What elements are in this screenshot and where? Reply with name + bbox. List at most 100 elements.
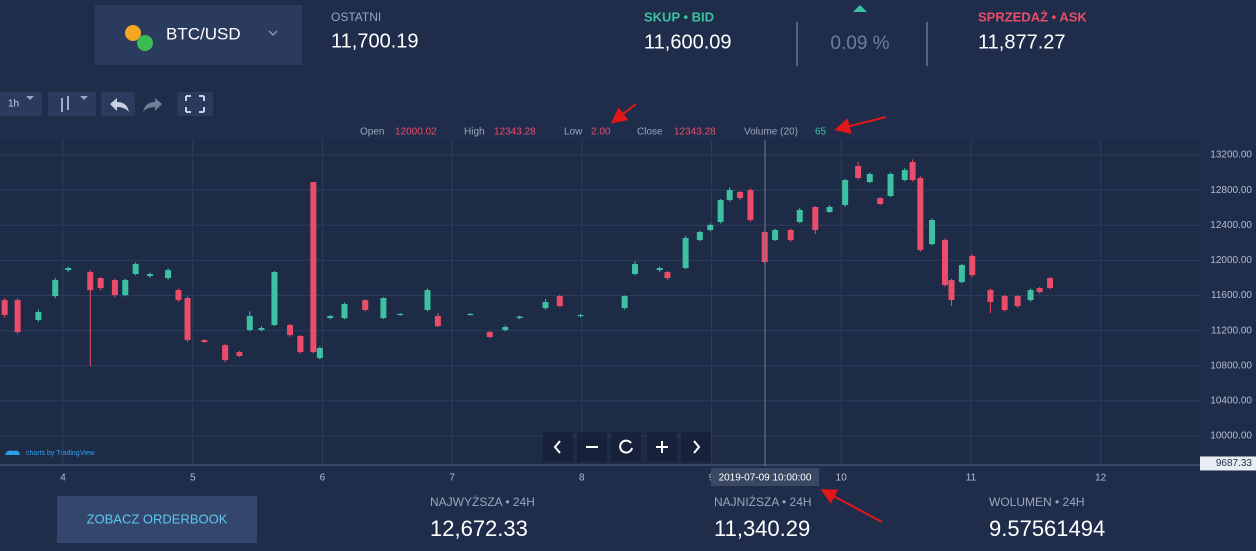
candle-body <box>747 190 754 220</box>
legend-label: High <box>464 127 485 138</box>
candle-body <box>987 290 994 303</box>
stat-value: 11,340.29 <box>714 516 810 541</box>
candle-body <box>287 325 294 336</box>
candle-body <box>812 207 819 231</box>
candle-body <box>486 332 493 338</box>
zoom-in-icon <box>656 441 668 453</box>
candle-body <box>632 264 639 275</box>
ask-label: SPRZEDAŻ • ASK <box>978 9 1087 24</box>
candle-body <box>948 280 955 301</box>
x-tick-label: 11 <box>966 473 977 484</box>
candle-body <box>502 327 509 331</box>
bid-label: SKUP • BID <box>644 9 714 24</box>
pair-name: BTC/USD <box>166 24 241 43</box>
x-tick-label: 7 <box>449 473 455 484</box>
candle-body <box>556 296 563 307</box>
candle-body <box>341 304 348 319</box>
last-value: 11,700.19 <box>331 30 419 52</box>
caret <box>26 96 34 100</box>
nav-button[interactable] <box>611 432 641 462</box>
nav-button[interactable] <box>681 432 711 462</box>
y-tick-label: 12000.00 <box>1210 255 1252 266</box>
candle-body <box>246 316 253 331</box>
y-tick-label: 10800.00 <box>1210 360 1252 371</box>
candle-body <box>111 280 118 296</box>
interval-button[interactable] <box>0 92 42 116</box>
legend-label: Low <box>564 127 583 138</box>
y-tick-label: 11200.00 <box>1211 325 1252 336</box>
candle-body <box>842 180 849 206</box>
candle-body <box>87 272 94 291</box>
candle-body <box>397 313 404 316</box>
candle-body <box>258 328 265 331</box>
candle-body <box>737 191 744 199</box>
x-tick-label: 5 <box>190 473 196 484</box>
y-tick-label: 11600.00 <box>1211 290 1252 301</box>
nav-right-icon <box>693 440 701 454</box>
candle-body <box>424 290 431 311</box>
candle-body <box>132 264 139 275</box>
candle-body <box>577 315 584 317</box>
nav-left-icon <box>553 440 561 454</box>
interval: 1h <box>8 99 19 110</box>
chart-type-button[interactable] <box>48 92 96 116</box>
candle-body <box>222 345 229 361</box>
stat-value: 9.57561494 <box>989 516 1105 541</box>
candle-body <box>14 300 21 333</box>
crosshair-label: 2019-07-09 10:00:00 <box>719 473 812 484</box>
legend-label: Close <box>637 127 663 138</box>
orderbook-button[interactable] <box>57 496 257 543</box>
x-tick-label: 4 <box>60 473 66 484</box>
ask-value: 11,877.27 <box>978 31 1066 53</box>
candle-body <box>877 198 884 205</box>
stat-label: NAJNIŻSZA • 24H <box>714 495 812 509</box>
candle-body <box>184 298 191 341</box>
up-triangle <box>853 5 867 12</box>
crosshair-box <box>711 468 819 486</box>
candle-body <box>855 165 862 179</box>
candle-body <box>516 316 523 319</box>
candle-body <box>236 352 243 357</box>
candle-body <box>362 300 369 311</box>
candle-body <box>310 182 317 353</box>
candle-body <box>969 256 976 276</box>
candle-body <box>146 274 153 277</box>
legend-value: 12343.28 <box>674 127 716 138</box>
x-tick-label: 10 <box>836 473 848 484</box>
spread: 0.09 % <box>830 33 889 54</box>
candle-body <box>726 190 733 201</box>
candle-body <box>787 230 794 241</box>
candle-body <box>621 296 628 309</box>
x-tick-label: 8 <box>579 473 585 484</box>
candle-body <box>542 302 549 309</box>
last-label: OSTATNI <box>331 10 381 24</box>
stat-label: WOLUMEN • 24H <box>989 495 1085 509</box>
candle-body <box>316 348 323 359</box>
nav-button[interactable] <box>543 432 573 462</box>
x-tick-label: 6 <box>320 473 326 484</box>
legend-value: 12000.02 <box>395 127 437 138</box>
candle-body <box>901 170 908 181</box>
ohlc-legend: Open 12000.02 High 12343.28 Low 2.00 Clo… <box>360 127 827 138</box>
fullscreen-button[interactable] <box>177 92 213 116</box>
bid-value: 11,600.09 <box>644 31 732 53</box>
candle-body <box>682 238 689 269</box>
candle-body <box>1047 278 1054 289</box>
branding: charts by TradingView <box>26 450 96 457</box>
candle-body <box>201 340 208 343</box>
candle-body <box>175 290 182 301</box>
redo-icon[interactable] <box>143 98 162 112</box>
candle-body <box>887 173 894 197</box>
usd-icon <box>137 35 153 51</box>
candle-body <box>826 207 833 213</box>
candle-body <box>52 280 59 297</box>
chart-nav <box>543 432 711 462</box>
tv-logo <box>5 450 20 455</box>
dropdown-arrow <box>268 30 278 37</box>
legend-value: 12343.28 <box>494 127 536 138</box>
candle-body <box>1014 296 1021 307</box>
y-tick-label: 10000.00 <box>1210 431 1252 442</box>
caret <box>80 96 88 100</box>
stat-value: 12,672.33 <box>430 516 528 541</box>
